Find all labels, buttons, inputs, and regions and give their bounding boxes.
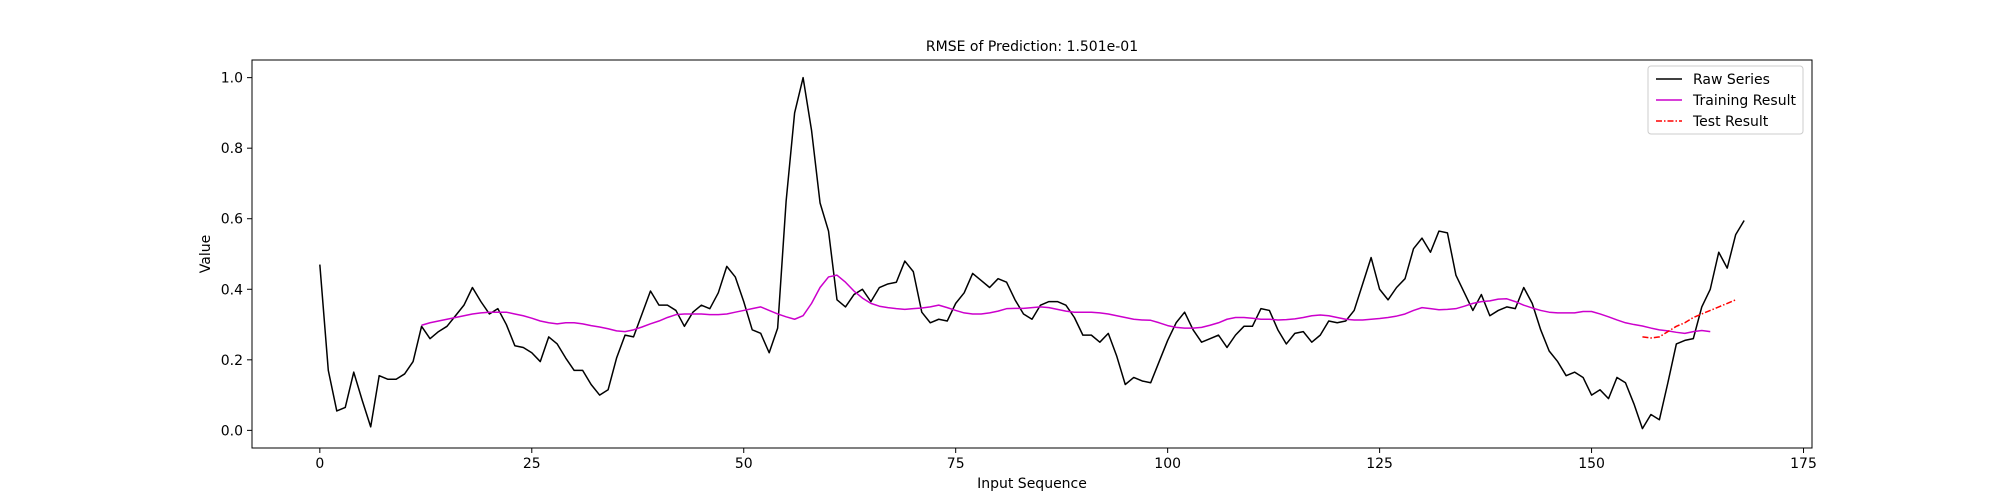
y-tick-label: 0.0 (221, 423, 243, 439)
x-axis-ticks: 0 25 50 75 100 125 150 175 (315, 448, 1817, 472)
x-tick-label: 25 (523, 456, 541, 472)
series-line-training-result (421, 274, 1711, 335)
x-axis-label: Input Sequence (977, 476, 1087, 492)
legend-label-raw-series: Raw Series (1693, 72, 1770, 88)
series-line-raw-series (319, 76, 1745, 430)
x-tick-label: 50 (735, 456, 753, 472)
y-tick-label: 0.8 (221, 141, 243, 157)
y-tick-label: 1.0 (221, 71, 243, 87)
x-tick-label: 100 (1154, 456, 1181, 472)
x-tick-label: 150 (1578, 456, 1605, 472)
y-tick-label: 0.2 (221, 353, 243, 369)
y-axis-ticks: 0.0 0.2 0.4 0.6 0.8 1.0 (221, 71, 252, 439)
x-tick-label: 125 (1366, 456, 1393, 472)
axes-frame (251, 59, 1813, 449)
legend: Raw Series Training Result Test Result (1647, 65, 1804, 135)
chart-title: RMSE of Prediction: 1.501e-01 (926, 39, 1138, 55)
plot-area (251, 59, 1813, 449)
legend-box (1647, 65, 1804, 135)
y-tick-label: 0.6 (221, 212, 243, 228)
x-tick-label: 0 (315, 456, 324, 472)
series-line-test-result (1642, 299, 1736, 339)
y-axis-label: Value (198, 235, 214, 273)
legend-label-training-result: Training Result (1692, 93, 1796, 109)
series-layer (319, 76, 1745, 430)
x-tick-label: 175 (1790, 456, 1817, 472)
legend-label-test-result: Test Result (1692, 114, 1769, 130)
x-tick-label: 75 (947, 456, 965, 472)
y-tick-label: 0.4 (221, 282, 243, 298)
